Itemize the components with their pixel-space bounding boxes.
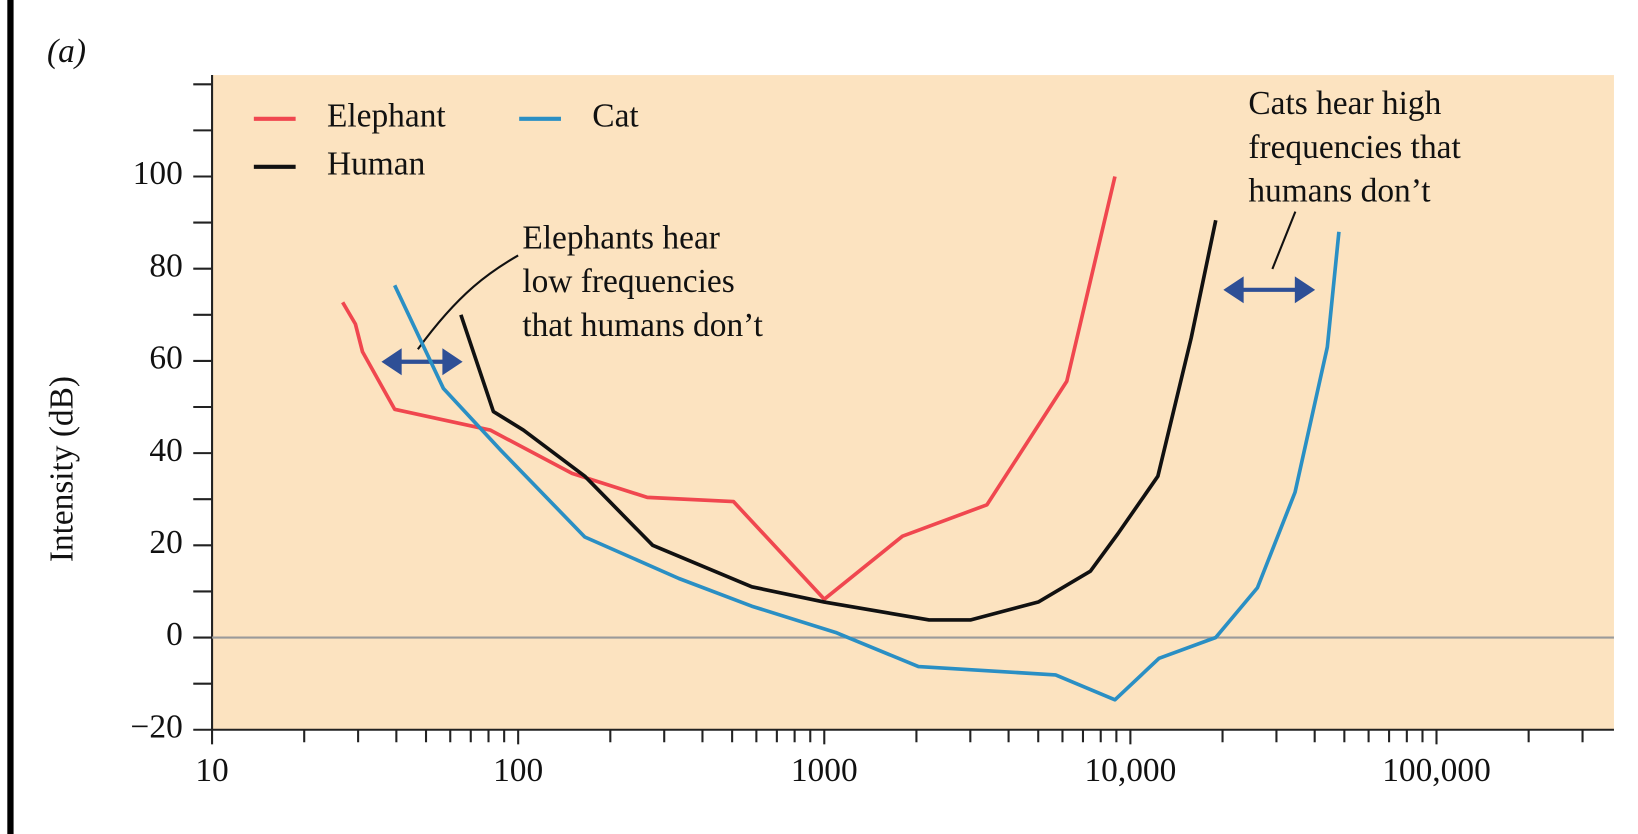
- y-axis-label: Intensity (dB): [43, 376, 80, 562]
- legend-label: Cat: [592, 98, 639, 135]
- leader-line: [1271, 211, 1297, 270]
- x-tick-label: 100: [493, 752, 543, 789]
- series-line: [393, 231, 1341, 702]
- y-tick-label: 80: [149, 247, 182, 284]
- side-bar: [7, 0, 14, 834]
- annotation-text: humans don’t: [1248, 173, 1431, 210]
- annotation-text: low frequencies: [522, 263, 734, 300]
- y-tick-label: 60: [149, 340, 182, 377]
- x-tick-label: 100,000: [1382, 752, 1491, 789]
- y-tick-label: 20: [149, 524, 182, 561]
- annotation-text: that humans don’t: [522, 307, 763, 344]
- x-tick-label: 10: [195, 752, 228, 789]
- legend-label: Human: [327, 145, 426, 182]
- annotation-text: frequencies that: [1248, 129, 1461, 166]
- y-tick-label: −20: [131, 708, 183, 745]
- annotation-text: Elephants hear: [522, 219, 720, 256]
- double-arrow: [1223, 276, 1316, 304]
- series-line: [341, 176, 1117, 602]
- y-tick-label: 0: [166, 616, 183, 653]
- x-tick-label: 1000: [791, 752, 858, 789]
- y-tick-label: 100: [133, 155, 183, 192]
- panel-label: (a): [47, 33, 86, 70]
- annotation-text: Cats hear high: [1248, 85, 1441, 122]
- double-arrow: [381, 348, 463, 376]
- plot-background: [212, 75, 1614, 730]
- x-tick-label: 10,000: [1084, 752, 1176, 789]
- y-tick-label: 40: [149, 432, 182, 469]
- leader-line: [417, 254, 519, 350]
- annotations: [381, 211, 1316, 376]
- series-line: [459, 219, 1218, 622]
- legend-label: Elephant: [327, 98, 446, 135]
